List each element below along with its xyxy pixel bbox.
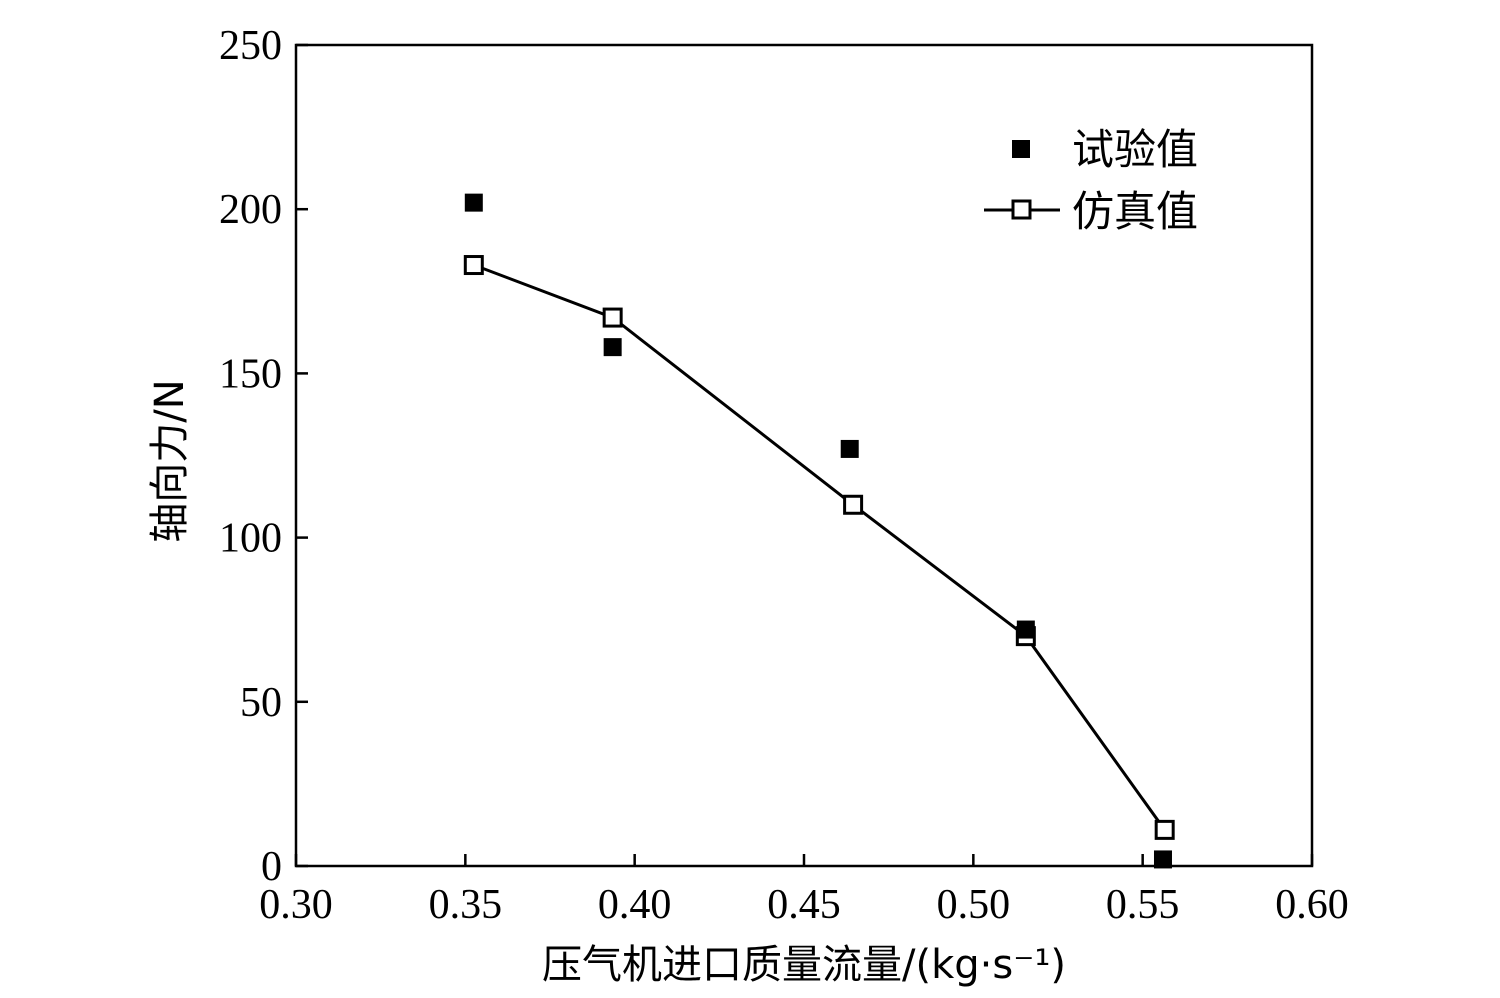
y-tick-label: 200 [219, 187, 282, 233]
y-tick-label: 100 [219, 516, 282, 562]
y-tick-label: 50 [240, 680, 282, 726]
legend-label-experimental: 试验值 [1072, 125, 1198, 174]
legend-marker-experimental [1012, 140, 1030, 158]
series-line-simulation [473, 263, 1166, 831]
y-tick-label: 0 [261, 844, 282, 890]
y-axis-title: 轴向力/N [147, 379, 193, 542]
series-layer [463, 193, 1175, 869]
y-tick-label: 150 [219, 351, 282, 397]
x-tick-label: 0.35 [429, 882, 503, 928]
legend-marker-simulation [1011, 199, 1032, 220]
x-axis-title: 压气机进口质量流量/(kg·s⁻¹) [542, 942, 1066, 988]
experimental-point [1153, 850, 1172, 869]
experimental-point [603, 338, 622, 357]
experimental-point [1016, 620, 1035, 639]
y-axis-ticks: 0 50 100 150 200 250 [219, 23, 308, 890]
simulation-point [843, 494, 864, 515]
experimental-point [464, 193, 483, 212]
legend: 试验值 仿真值 [984, 125, 1198, 236]
x-tick-label: 0.45 [767, 882, 841, 928]
x-tick-label: 0.60 [1275, 882, 1349, 928]
x-tick-label: 0.50 [937, 882, 1011, 928]
legend-label-simulation: 仿真值 [1072, 187, 1198, 236]
x-tick-label: 0.30 [259, 882, 333, 928]
y-tick-label: 250 [219, 23, 282, 69]
x-tick-label: 0.55 [1106, 882, 1180, 928]
simulation-point [1154, 819, 1175, 840]
x-tick-label: 0.40 [598, 882, 672, 928]
simulation-point [463, 255, 484, 276]
experimental-point [840, 439, 859, 458]
simulation-point [602, 307, 623, 328]
x-axis-ticks: 0.30 0.35 0.40 0.45 0.50 0.55 0.60 [259, 854, 1349, 928]
